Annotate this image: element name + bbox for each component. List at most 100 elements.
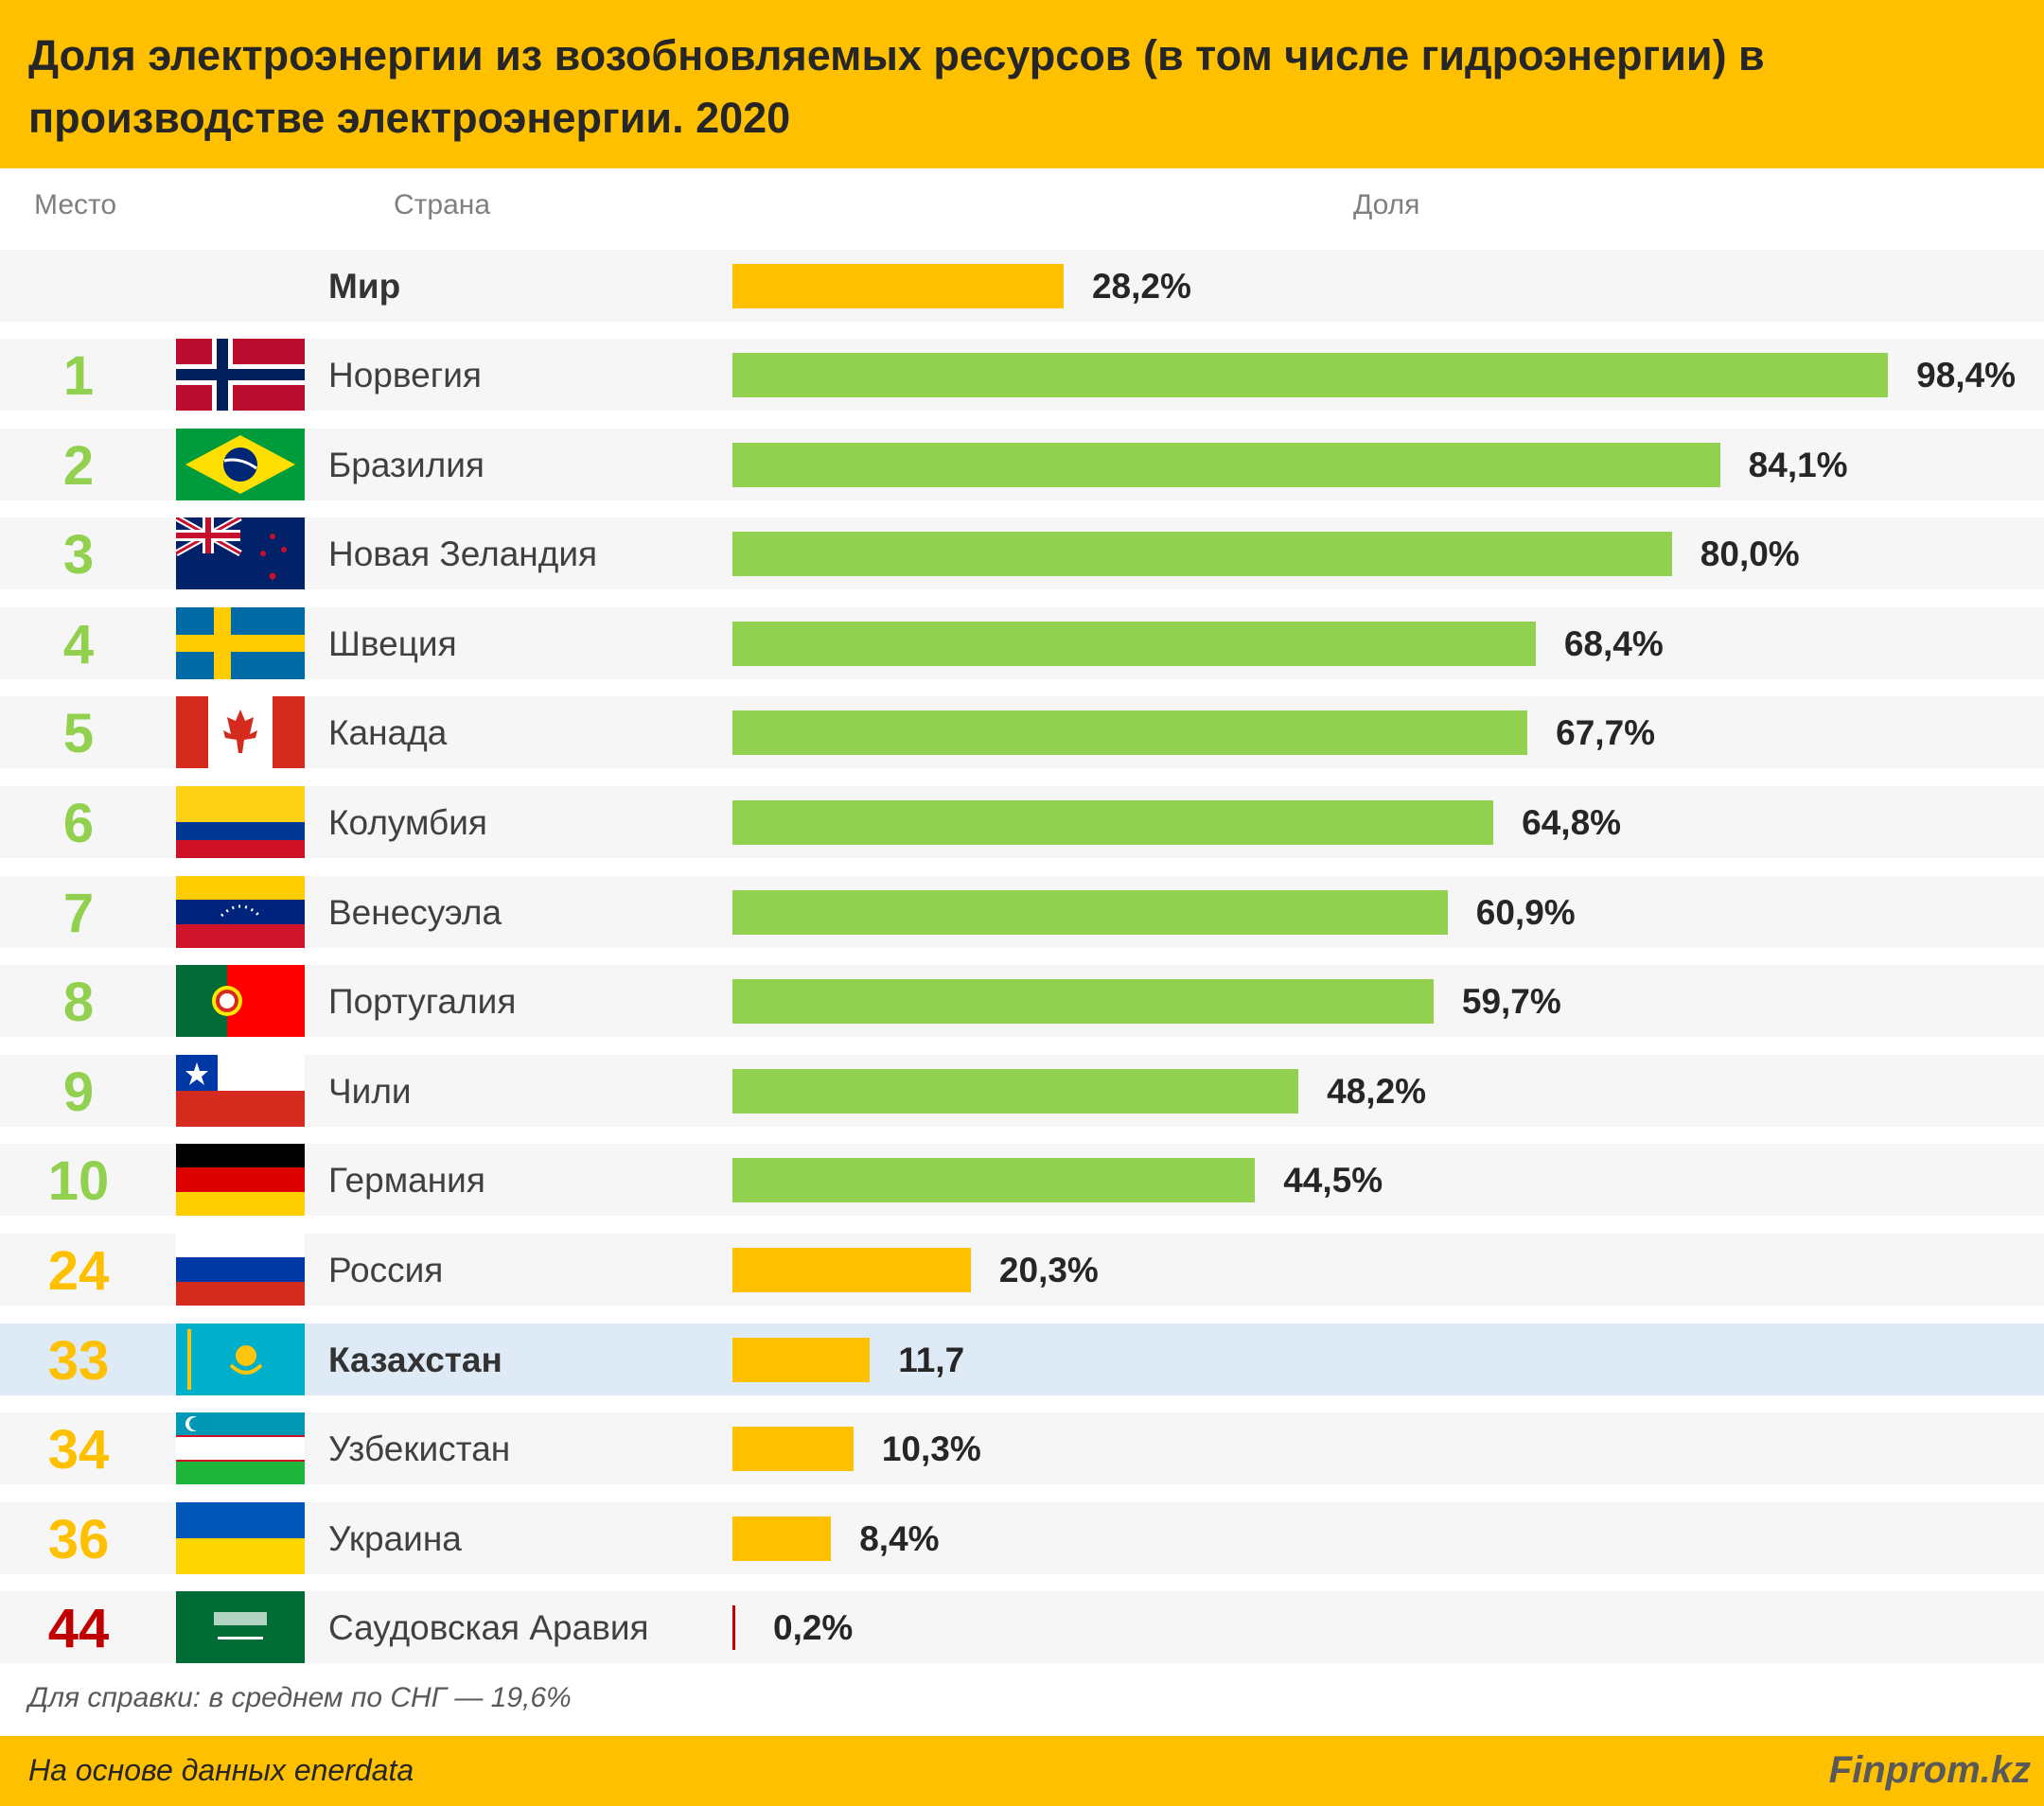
- value-label: 44,5%: [1283, 1161, 1383, 1201]
- footer-banner: На основе данных enerdata Finprom.kz: [0, 1736, 2044, 1806]
- table-row: 1 Норвегия 98,4%: [0, 339, 2044, 411]
- rank-label: 34: [47, 1419, 110, 1482]
- bar: [732, 353, 1889, 397]
- bar: [732, 264, 1064, 308]
- column-header-rank: Место: [34, 189, 117, 220]
- rank-label: 7: [62, 882, 95, 944]
- table-row: 44 Саудовская Аравия 0,2%: [0, 1591, 2044, 1664]
- bar: [732, 1248, 971, 1292]
- table-row: 3 Новая Зеландия 80,0%: [0, 517, 2044, 590]
- table-row: 2 Бразилия 84,1%: [0, 428, 2044, 500]
- flag-ukraine-icon: [176, 1501, 305, 1574]
- bar: [732, 889, 1448, 935]
- table-row: 9 Чили 48,2%: [0, 1054, 2044, 1127]
- value-label: 64,8%: [1522, 803, 1622, 842]
- source-note: На основе данных enerdata: [28, 1753, 414, 1787]
- bar: [732, 1605, 735, 1651]
- country-label: Украина: [328, 1518, 462, 1558]
- value-label: 80,0%: [1700, 535, 1800, 574]
- value-label: 60,9%: [1475, 892, 1576, 932]
- value-label: 28,2%: [1091, 267, 1191, 306]
- country-label: Канада: [328, 713, 448, 753]
- table-row: 10 Германия 44,5%: [0, 1144, 2044, 1217]
- rank-label: 9: [62, 1061, 95, 1123]
- country-label: Чили: [328, 1071, 412, 1111]
- table-row: 8 Португалия 59,7%: [0, 965, 2044, 1038]
- rank-label: 4: [62, 613, 95, 675]
- bar: [732, 979, 1434, 1025]
- column-header-country: Страна: [394, 189, 491, 220]
- rank-label: 2: [62, 434, 95, 497]
- flag-germany-icon: [176, 1144, 305, 1217]
- country-label: Норвегия: [328, 356, 482, 395]
- bar: [732, 1427, 854, 1472]
- rank-label: 8: [62, 972, 95, 1034]
- rank-label: 44: [47, 1598, 110, 1660]
- bar: [732, 710, 1528, 756]
- country-label: Швеция: [328, 623, 457, 663]
- bar: [732, 800, 1494, 845]
- rank-label: 33: [47, 1329, 110, 1392]
- country-label: Саудовская Аравия: [328, 1608, 649, 1648]
- bar: [732, 1516, 832, 1561]
- flag-venezuela-icon: [176, 875, 305, 948]
- rank-label: 36: [47, 1508, 110, 1570]
- flag-uzbekistan-icon: [176, 1412, 305, 1485]
- table-row: 6 Колумбия 64,8%: [0, 786, 2044, 858]
- chart-title: Доля электроэнергии из возобновляемых ре…: [28, 31, 1765, 142]
- bar: [732, 532, 1672, 577]
- value-label: 84,1%: [1748, 445, 1848, 484]
- finprom-logo: Finprom.kz: [1828, 1749, 2031, 1791]
- footnote: Для справки: в среднем по СНГ — 19,6%: [28, 1682, 572, 1713]
- rank-label: 3: [62, 524, 95, 587]
- country-label: Россия: [328, 1251, 444, 1289]
- country-label: Германия: [328, 1161, 485, 1201]
- flag-colombia-icon: [176, 786, 305, 858]
- table-row: 7 Венесуэла 60,9%: [0, 875, 2044, 948]
- bar: [732, 1068, 1299, 1113]
- rank-label: 10: [47, 1150, 110, 1213]
- bar: [732, 1158, 1256, 1203]
- rank-label: 5: [62, 703, 95, 765]
- title-banner: Доля электроэнергии из возобновляемых ре…: [0, 0, 2044, 168]
- flag-russia-icon: [176, 1234, 305, 1306]
- bar: [732, 621, 1536, 666]
- country-label: Колумбия: [328, 803, 487, 842]
- rank-label: 6: [62, 793, 95, 854]
- country-label: Новая Зеландия: [328, 535, 598, 574]
- rank-label: 24: [47, 1240, 110, 1302]
- country-label: Узбекистан: [328, 1429, 511, 1469]
- flag-brazil-icon: [176, 428, 305, 500]
- value-label: 20,3%: [998, 1251, 1099, 1289]
- country-label: Казахстан: [328, 1340, 502, 1379]
- value-label: 8,4%: [859, 1518, 940, 1558]
- value-label: 11,7: [898, 1340, 965, 1379]
- value-label: 68,4%: [1563, 623, 1664, 663]
- flag-chile-icon: [176, 1054, 305, 1127]
- country-label: Венесуэла: [328, 892, 502, 932]
- country-label: Португалия: [328, 982, 517, 1022]
- flag-portugal-icon: [176, 965, 305, 1038]
- country-label: Бразилия: [328, 445, 485, 484]
- flag-kazakhstan-icon: [176, 1323, 305, 1395]
- bar: [732, 442, 1720, 487]
- rank-label: 1: [62, 345, 95, 407]
- bar: [732, 1337, 871, 1382]
- value-label: 48,2%: [1327, 1071, 1427, 1111]
- table-row: 24 Россия 20,3%: [0, 1234, 2044, 1306]
- value-label: 10,3%: [881, 1429, 981, 1469]
- table-row: 4 Швеция 68,4%: [0, 606, 2044, 679]
- value-label: 67,7%: [1556, 713, 1656, 753]
- table-row: 33 Казахстан 11,7: [0, 1323, 2044, 1395]
- flag-saudi-arabia-icon: [176, 1591, 305, 1664]
- flag-sweden-icon: [176, 606, 305, 679]
- value-label: 98,4%: [1916, 356, 2017, 395]
- table-row: Мир 28,2%: [0, 250, 2044, 322]
- value-label: 59,7%: [1461, 982, 1561, 1022]
- table-row: 34 Узбекистан 10,3%: [0, 1412, 2044, 1485]
- flag-canada-icon: [176, 696, 305, 769]
- country-label: Мир: [328, 267, 401, 306]
- table-row: 5 Канада 67,7%: [0, 696, 2044, 769]
- table-row: 36 Украина 8,4%: [0, 1501, 2044, 1574]
- flag-new-zealand-icon: [176, 517, 305, 590]
